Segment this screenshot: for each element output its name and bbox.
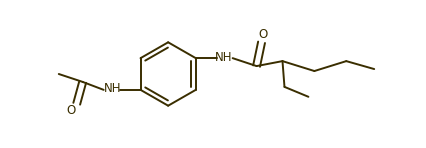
Text: O: O [257, 28, 267, 41]
Text: NH: NH [104, 82, 121, 95]
Text: O: O [66, 104, 75, 117]
Text: NH: NH [214, 51, 232, 64]
